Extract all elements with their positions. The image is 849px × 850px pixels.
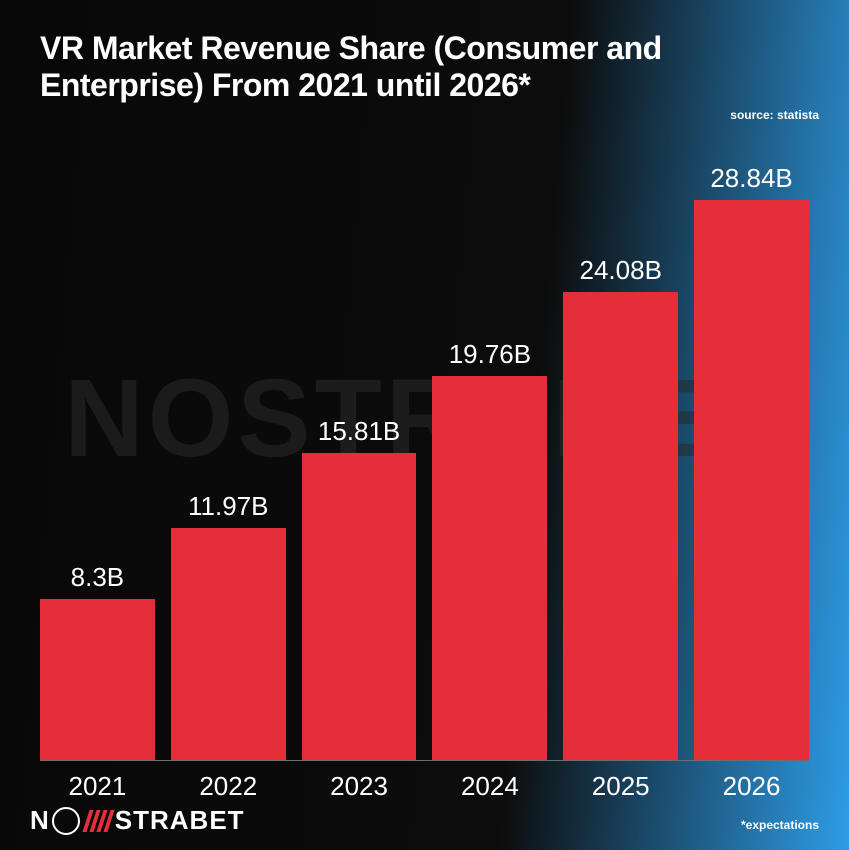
soccer-ball-icon <box>52 807 80 835</box>
bars-area: 8.3B 11.97B 15.81B 19.76B 24.08B 28.84B <box>40 160 809 760</box>
chart-container: VR Market Revenue Share (Consumer and En… <box>0 0 849 850</box>
source-label: source: statista <box>730 108 819 122</box>
logo-text-right: STRABET <box>115 805 245 836</box>
bar-value-label: 8.3B <box>71 562 125 593</box>
footnote-label: *expectations <box>741 818 819 832</box>
x-axis-baseline <box>40 760 809 761</box>
logo-text-left: N <box>30 805 50 836</box>
x-axis-labels: 2021 2022 2023 2024 2025 2026 <box>40 771 809 802</box>
bar-value-label: 24.08B <box>580 255 662 286</box>
bar <box>432 376 547 760</box>
brand-logo: N STRABET <box>30 805 245 836</box>
x-axis-label: 2024 <box>432 771 547 802</box>
bar <box>40 599 155 760</box>
x-axis-label: 2022 <box>171 771 286 802</box>
bar-wrap: 24.08B <box>563 160 678 760</box>
x-axis-label: 2026 <box>694 771 809 802</box>
logo-stripes-icon <box>86 810 111 832</box>
bar-wrap: 11.97B <box>171 160 286 760</box>
bar-wrap: 28.84B <box>694 160 809 760</box>
bar-value-label: 19.76B <box>449 339 531 370</box>
bar <box>171 528 286 760</box>
bar-wrap: 19.76B <box>432 160 547 760</box>
bar-value-label: 28.84B <box>710 163 792 194</box>
x-axis-label: 2023 <box>302 771 417 802</box>
x-axis-label: 2021 <box>40 771 155 802</box>
bar <box>302 453 417 760</box>
bar-value-label: 15.81B <box>318 416 400 447</box>
bar-wrap: 15.81B <box>302 160 417 760</box>
bar <box>694 200 809 760</box>
bar-wrap: 8.3B <box>40 160 155 760</box>
x-axis-label: 2025 <box>563 771 678 802</box>
chart-title: VR Market Revenue Share (Consumer and En… <box>40 30 809 104</box>
bar <box>563 292 678 760</box>
bar-value-label: 11.97B <box>188 491 268 522</box>
